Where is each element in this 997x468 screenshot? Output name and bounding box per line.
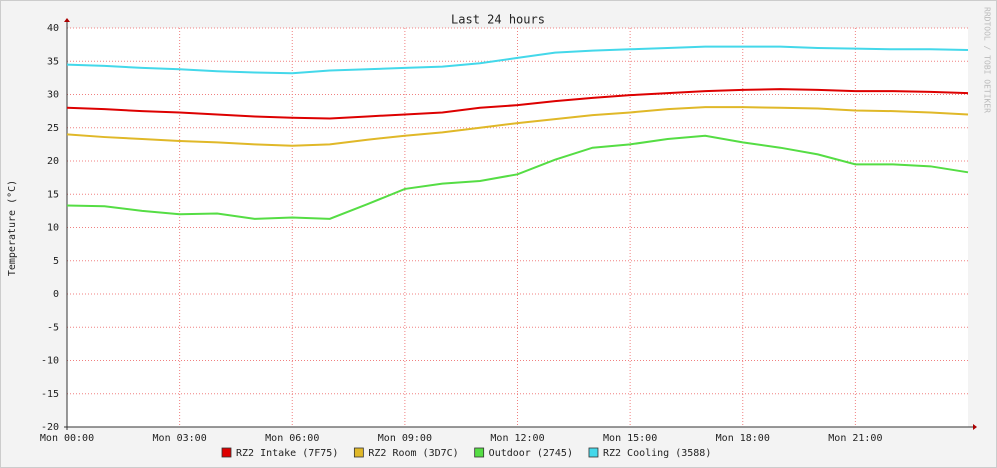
y-tick-label: 0 — [53, 289, 59, 300]
series-line — [66, 45, 969, 75]
legend-label: RZ2 Cooling (3588) — [603, 448, 711, 459]
x-tick-label: Mon 21:00 — [828, 433, 882, 444]
y-tick-label: 5 — [53, 256, 59, 267]
x-tick-label: Mon 03:00 — [153, 433, 207, 444]
y-tick-label: 35 — [47, 56, 59, 67]
y-axis-label: Temperature (°C) — [7, 180, 18, 276]
y-tick-label: 30 — [47, 90, 59, 101]
legend-label: RZ2 Intake (7F75) — [236, 448, 338, 459]
legend-label: Outdoor (2745) — [489, 448, 573, 459]
legend-swatch — [221, 447, 232, 458]
legend-swatch — [474, 447, 485, 458]
legend-swatch — [588, 447, 599, 458]
x-tick-label: Mon 00:00 — [40, 433, 94, 444]
x-tick-label: Mon 09:00 — [378, 433, 432, 444]
series-line — [66, 134, 969, 220]
watermark: RRDTOOL / TOBI OETIKER — [983, 7, 992, 113]
chart-title: Last 24 hours — [451, 13, 545, 27]
series-line — [66, 106, 969, 147]
x-tick-label: Mon 18:00 — [716, 433, 770, 444]
series-line — [66, 88, 969, 120]
y-tick-label: -5 — [47, 322, 59, 333]
y-tick-label: 25 — [47, 123, 59, 134]
legend-swatch — [353, 447, 364, 458]
y-tick-label: 10 — [47, 223, 59, 234]
x-tick-label: Mon 15:00 — [603, 433, 657, 444]
y-tick-label: -15 — [41, 389, 59, 400]
y-tick-label: -10 — [41, 356, 59, 367]
x-tick-label: Mon 12:00 — [490, 433, 544, 444]
legend-label: RZ2 Room (3D7C) — [368, 448, 458, 459]
x-tick-label: Mon 06:00 — [265, 433, 319, 444]
axis-arrow — [973, 424, 977, 430]
y-tick-label: 40 — [47, 23, 59, 34]
y-tick-label: 15 — [47, 189, 59, 200]
y-tick-label: 20 — [47, 156, 59, 167]
y-tick-label: -20 — [41, 422, 59, 433]
axis-arrow — [64, 18, 70, 22]
